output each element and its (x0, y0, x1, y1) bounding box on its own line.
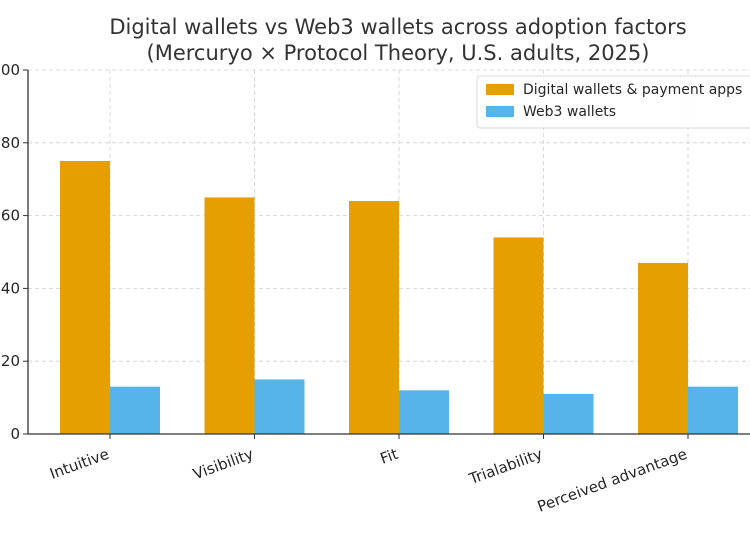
legend-label-web3: Web3 wallets (523, 104, 616, 120)
x-tick-label: Fit (378, 445, 401, 468)
bar-web3-trialability (543, 393, 594, 434)
bar-web3-fit (399, 390, 449, 434)
bar-web3-visibility (254, 379, 305, 434)
bar-digital-perceived-advantage (638, 262, 688, 434)
chart-title-line1: Digital wallets vs Web3 wallets across a… (109, 15, 686, 39)
legend-swatch-web3 (486, 106, 514, 117)
x-tick-label: Visibility (191, 445, 256, 483)
y-tick-label: 100 (0, 61, 20, 79)
legend-swatch-digital (486, 84, 514, 95)
legend-box (476, 75, 750, 129)
axes (27, 70, 750, 435)
bar-digital-visibility (204, 197, 255, 434)
y-tick-label: 40 (1, 279, 20, 297)
bar-digital-intuitive (60, 161, 110, 434)
bar-digital-fit (349, 201, 399, 434)
y-tick-label: 60 (1, 207, 20, 225)
x-tick-label: Trialability (466, 445, 545, 489)
y-tick-label: 0 (10, 425, 20, 443)
bar-web3-perceived-advantage (688, 386, 738, 434)
bar-digital-trialability (493, 237, 544, 434)
legend: Digital wallets & payment apps Web3 wall… (476, 75, 750, 129)
y-ticks: 0 20 40 60 80 100 (0, 61, 28, 443)
chart-title-line2: (Mercuryo × Protocol Theory, U.S. adults… (147, 41, 650, 65)
x-ticks: Intuitive Visibility Fit TrialabilityPercei… (47, 434, 689, 516)
y-tick-label: 80 (1, 134, 20, 152)
bar-web3-intuitive (110, 386, 160, 434)
x-tick-label: Intuitive (47, 445, 111, 483)
x-tick-label: Perceived advantage (535, 445, 689, 516)
legend-label-digital: Digital wallets & payment apps (523, 82, 742, 98)
y-tick-label: 20 (1, 352, 20, 370)
bars (60, 161, 738, 434)
